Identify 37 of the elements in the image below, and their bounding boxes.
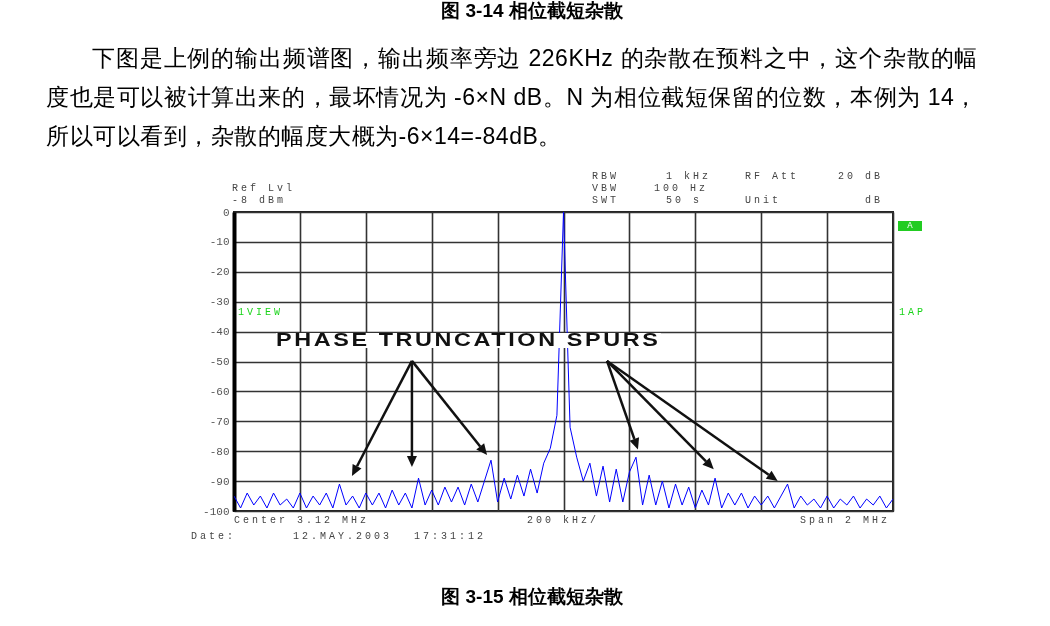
text: RF Att (745, 171, 800, 183)
annotation: 1VIEW (238, 307, 284, 319)
text: Ref Lvl (232, 183, 296, 195)
text: Date: (191, 531, 237, 543)
y-tick-label: -30 (209, 296, 230, 309)
y-tick-label: -10 (209, 236, 230, 249)
text: 100 Hz (654, 183, 709, 195)
y-tick-label: -60 (209, 385, 230, 398)
text: 12.MAY.2003 (293, 531, 393, 543)
y-tick-label: -20 (209, 266, 230, 279)
text: 下图是上例的输出频谱图，输出频率旁边 226KHz 的杂散在预料之中，这个杂散的幅度也是可以被计算出来的，最坏情况为 -6×N dB。N 为相位截短保留的位数，本例为 14，所以可以看到，杂散的幅度大概为-6×14=-84dB。 (46, 44, 978, 151)
text: VBW (592, 183, 620, 195)
text: 200 kHz/ (527, 515, 600, 527)
caption: 图 3-14 相位截短杂散 (441, 0, 623, 22)
text: 1AP (899, 307, 927, 319)
text: 1 kHz (666, 171, 712, 183)
annotation: PHASE TRUNCATION SPURS (276, 330, 661, 350)
y-tick-label: -50 (209, 356, 230, 368)
text: SWT (592, 195, 620, 207)
y-tick-label: -80 (209, 445, 230, 458)
y-tick-label: -40 (209, 326, 230, 339)
y-tick-label: -90 (209, 475, 230, 488)
text: A (898, 221, 922, 231)
text: Center 3.12 MHz (234, 515, 370, 527)
text: -8 dBm (232, 195, 287, 207)
text: Span 2 MHz (799, 515, 890, 527)
line-series (234, 212, 893, 509)
text: 20 dB (837, 171, 883, 183)
text: 50 s (666, 195, 703, 207)
y-tick-label: -100 (203, 505, 230, 518)
text: Unit (745, 195, 782, 207)
y-tick-label: 0 (222, 206, 230, 219)
y-tick-label: -70 (209, 415, 230, 428)
text: RBW (592, 171, 620, 183)
text: dB (864, 195, 883, 207)
text: 17:31:12 (414, 531, 487, 543)
text: 图 3-15 相位截短杂散 (441, 586, 623, 608)
